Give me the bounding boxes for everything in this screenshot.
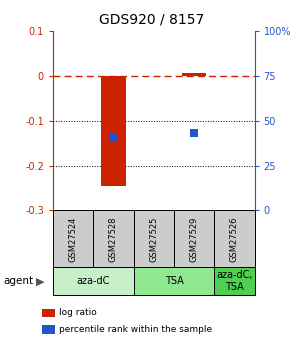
Point <box>111 134 116 140</box>
Bar <box>102 76 125 186</box>
FancyBboxPatch shape <box>53 267 134 295</box>
Text: GDS920 / 8157: GDS920 / 8157 <box>99 12 204 26</box>
Text: GSM27529: GSM27529 <box>190 216 198 262</box>
Text: log ratio: log ratio <box>59 308 97 317</box>
FancyBboxPatch shape <box>174 210 214 267</box>
Text: TSA: TSA <box>165 276 183 286</box>
FancyBboxPatch shape <box>214 267 255 295</box>
Point <box>192 130 197 136</box>
Text: ▶: ▶ <box>36 276 44 286</box>
Text: GSM27524: GSM27524 <box>69 216 78 262</box>
Text: GSM27525: GSM27525 <box>149 216 158 262</box>
FancyBboxPatch shape <box>53 210 93 267</box>
FancyBboxPatch shape <box>134 267 214 295</box>
Bar <box>182 73 206 76</box>
FancyBboxPatch shape <box>214 210 255 267</box>
Text: GSM27526: GSM27526 <box>230 216 239 262</box>
Text: aza-dC,
TSA: aza-dC, TSA <box>216 270 253 292</box>
FancyBboxPatch shape <box>134 210 174 267</box>
Text: GSM27528: GSM27528 <box>109 216 118 262</box>
Text: percentile rank within the sample: percentile rank within the sample <box>59 325 212 334</box>
Text: aza-dC: aza-dC <box>77 276 110 286</box>
FancyBboxPatch shape <box>93 210 134 267</box>
Text: agent: agent <box>3 276 33 286</box>
